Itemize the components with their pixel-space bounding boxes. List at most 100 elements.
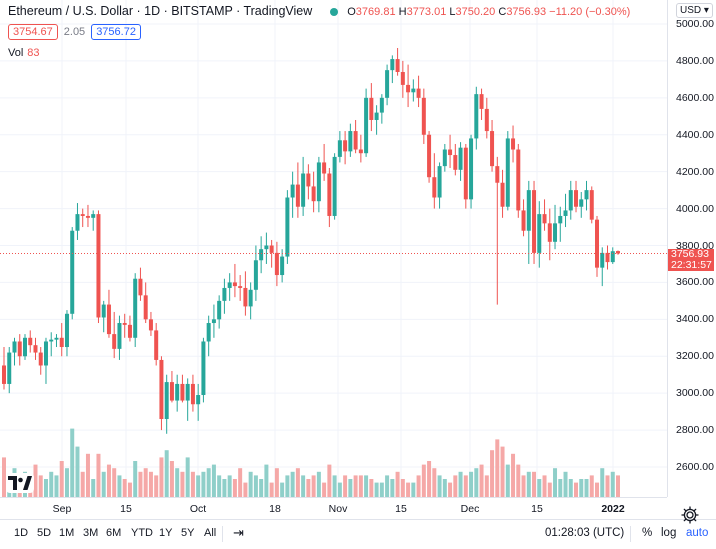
- candle-body: [2, 365, 6, 384]
- time-tick-label: 2022: [601, 503, 625, 515]
- chart-pane[interactable]: Ethereum / U.S. Dollar · 1D · BITSTAMP ·…: [0, 0, 667, 497]
- volume-bar: [542, 475, 547, 497]
- price-tick-label: 3200.00: [676, 350, 714, 363]
- candle-body: [295, 184, 300, 207]
- volume-bar: [43, 479, 48, 497]
- range-button-6m[interactable]: 6M: [106, 527, 122, 539]
- candle-body: [453, 155, 458, 170]
- high-value: 3773.01: [406, 6, 447, 18]
- price-scale[interactable]: USD ▾ 5000.00 4800.00 4600.00 4400.00 4200.0…: [667, 0, 716, 497]
- candle-body: [547, 223, 552, 242]
- candle-body: [500, 182, 505, 207]
- range-button-ytd[interactable]: YTD: [131, 527, 153, 539]
- volume-bar: [75, 446, 80, 497]
- candle-body: [532, 190, 537, 253]
- volume-bar: [432, 468, 437, 497]
- candle-body: [416, 88, 421, 98]
- last-price-value: 3756.93: [671, 248, 709, 260]
- candle-body: [154, 330, 159, 360]
- price-tick-label: 4800.00: [676, 54, 714, 67]
- volume-bar: [316, 471, 321, 497]
- volume-bar: [122, 479, 127, 497]
- time-scale[interactable]: Sep 15 Oct 18 Nov 15 Dec 15 2022: [0, 497, 667, 520]
- volume-bar: [463, 475, 468, 497]
- candle-body: [568, 190, 573, 211]
- candle-body: [337, 140, 342, 157]
- volume-bar: [148, 471, 153, 497]
- gear-icon[interactable]: [680, 505, 700, 525]
- candle-body: [505, 138, 510, 207]
- range-button-1m[interactable]: 1M: [59, 527, 75, 539]
- candle-body: [28, 337, 33, 346]
- candle-body: [70, 230, 75, 314]
- goto-date-icon[interactable]: ⇥: [233, 525, 244, 540]
- volume-bar: [295, 468, 300, 497]
- candle-body: [243, 287, 248, 307]
- candlestick-chart[interactable]: [0, 0, 667, 497]
- volume-bar: [411, 482, 416, 497]
- candle-body: [112, 334, 117, 349]
- tradingview-logo-icon[interactable]: [6, 473, 34, 493]
- auto-scale-toggle[interactable]: auto: [686, 527, 709, 539]
- price-tick-label: 2800.00: [676, 424, 714, 437]
- range-button-5d[interactable]: 5D: [37, 527, 52, 539]
- range-button-all[interactable]: All: [204, 527, 217, 539]
- volume-bar: [127, 482, 132, 497]
- symbol-title[interactable]: Ethereum / U.S. Dollar · 1D · BITSTAMP ·…: [8, 4, 313, 18]
- candle-body: [343, 140, 348, 152]
- candle-body: [563, 210, 568, 216]
- volume-bar: [180, 471, 185, 497]
- volume-label: Vol: [8, 47, 24, 59]
- volume-bar: [285, 475, 290, 497]
- symbol-legend: Ethereum / U.S. Dollar · 1D · BITSTAMP ·…: [8, 4, 630, 18]
- currency-selector[interactable]: USD ▾: [676, 3, 713, 18]
- volume-bar: [385, 475, 390, 497]
- volume-bar: [595, 482, 600, 497]
- volume-bar: [484, 475, 489, 497]
- volume-bar: [374, 482, 379, 497]
- candle-body: [306, 173, 311, 187]
- candle-body: [217, 300, 222, 320]
- candle-body: [133, 278, 138, 338]
- candle-body: [75, 214, 80, 231]
- toolbar-separator: [630, 526, 631, 542]
- volume-bar: [70, 428, 75, 497]
- volume-bar: [521, 475, 526, 497]
- volume-bar: [395, 471, 400, 497]
- volume-bar: [364, 475, 369, 497]
- range-button-5y[interactable]: 5Y: [181, 527, 195, 539]
- candle-body: [469, 138, 474, 200]
- candle-body: [22, 337, 27, 357]
- candle-body: [64, 313, 69, 348]
- range-button-1d[interactable]: 1D: [14, 527, 29, 539]
- volume-bar: [269, 482, 274, 497]
- log-scale-toggle[interactable]: log: [661, 527, 677, 539]
- volume-bar: [38, 475, 43, 497]
- volume-bar: [505, 464, 510, 497]
- percent-scale-toggle[interactable]: %: [642, 527, 653, 539]
- range-button-3m[interactable]: 3M: [83, 527, 99, 539]
- volume-bar: [238, 468, 243, 497]
- volume-bar: [185, 457, 190, 497]
- candle-body: [222, 287, 227, 301]
- volume-bar: [343, 475, 348, 497]
- utc-clock[interactable]: 01:28:03 (UTC): [545, 527, 625, 539]
- range-button-1y[interactable]: 1Y: [159, 527, 173, 539]
- volume-bar: [96, 453, 101, 497]
- volume-bar: [589, 475, 594, 497]
- candle-body: [301, 173, 306, 207]
- buy-price-button[interactable]: 3756.72: [91, 24, 141, 40]
- sell-price-button[interactable]: 3754.67: [8, 24, 58, 40]
- candle-body: [122, 323, 127, 325]
- volume-bar: [248, 471, 253, 497]
- price-tick-label: 4000.00: [676, 202, 714, 215]
- candle-body: [437, 166, 442, 198]
- volume-legend[interactable]: Vol 83: [8, 47, 40, 59]
- price-tick-label: 4400.00: [676, 128, 714, 141]
- candle-body: [511, 138, 516, 150]
- volume-bar: [201, 471, 206, 497]
- volume-bar: [290, 471, 295, 497]
- volume-bar: [379, 482, 384, 497]
- market-status-dot-icon[interactable]: [329, 7, 338, 16]
